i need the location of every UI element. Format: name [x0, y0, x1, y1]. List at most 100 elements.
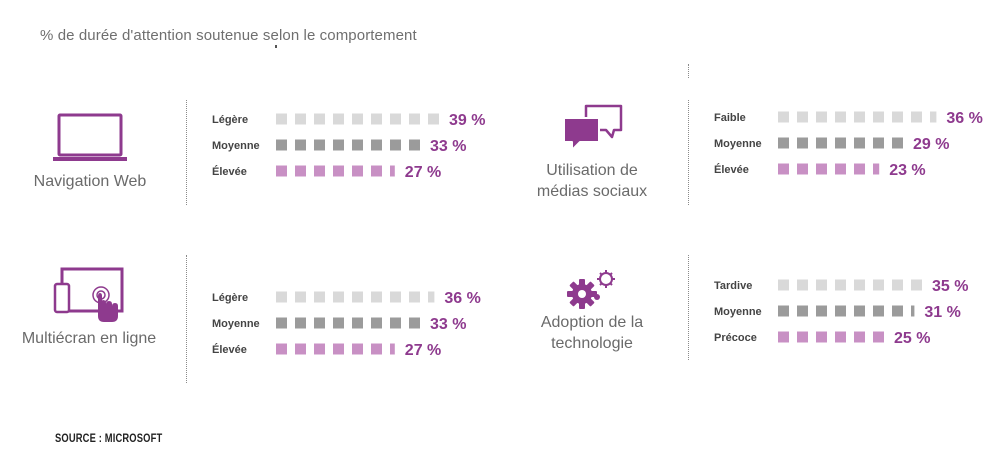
chart-title: % de durée d'attention soutenue selon le…	[40, 27, 417, 44]
divider-multiscreen	[186, 255, 187, 383]
bar-segment	[295, 343, 306, 355]
bar-segment	[371, 113, 382, 125]
bar-segment	[816, 305, 827, 317]
data-label: 33 %	[430, 316, 466, 333]
bar-segment	[778, 331, 789, 343]
panel-label-technology-adoption-line2: technologie	[551, 335, 633, 352]
bar-segment	[371, 139, 382, 151]
divider-adoption	[688, 255, 689, 360]
data-label: 25 %	[894, 330, 930, 347]
bar-segment	[390, 317, 401, 329]
bar-segment	[892, 111, 903, 123]
chat-bubbles-icon	[562, 104, 624, 152]
bar-segment	[778, 305, 789, 317]
bar-segment	[778, 163, 789, 175]
category-label: Tardive	[714, 280, 752, 292]
panel-label-social-media-line1: Utilisation de	[546, 162, 638, 179]
data-label: 39 %	[449, 112, 485, 129]
data-label: 27 %	[405, 342, 441, 359]
bar-segment	[352, 343, 363, 355]
panel-label-multiscreen: Multiécran en ligne	[21, 330, 157, 347]
bar-segment	[409, 317, 420, 329]
bar-segment	[314, 317, 325, 329]
bar-segment	[352, 113, 363, 125]
bar-segment	[854, 163, 865, 175]
bar-segment	[352, 317, 363, 329]
bar-segment	[371, 317, 382, 329]
bar-segment	[892, 137, 903, 149]
category-label: Moyenne	[714, 306, 762, 318]
bar-segment	[873, 331, 884, 343]
bar-segment	[390, 165, 395, 177]
bar-segment	[816, 137, 827, 149]
bar-segment	[892, 305, 903, 317]
category-label: Légère	[212, 114, 248, 126]
category-label: Moyenne	[212, 140, 260, 152]
bar-segment	[873, 163, 880, 175]
panel-label-technology-adoption: Adoption de la technologie	[512, 312, 672, 354]
bar-segment	[295, 165, 306, 177]
bar-segment	[314, 165, 325, 177]
bar-segment	[854, 279, 865, 291]
bar-segment	[873, 279, 884, 291]
bar-segment	[276, 343, 287, 355]
bar-segment	[911, 279, 922, 291]
category-label: Légère	[212, 292, 248, 304]
bar-segment	[428, 113, 439, 125]
category-label: Moyenne	[714, 138, 762, 150]
bar-segment	[276, 165, 287, 177]
bar-segment	[371, 165, 382, 177]
bar-segment	[835, 111, 846, 123]
bar-segment	[295, 291, 306, 303]
gears-icon	[565, 268, 617, 310]
bar-segment	[778, 279, 789, 291]
bar-segment	[854, 137, 865, 149]
bar-segment	[854, 111, 865, 123]
bar-segment	[390, 291, 401, 303]
bar-segment	[816, 163, 827, 175]
category-label: Élevée	[212, 165, 247, 178]
bar-segment	[409, 291, 420, 303]
bar-segment	[371, 291, 382, 303]
data-label: 36 %	[946, 110, 982, 127]
category-label: Élevée	[714, 163, 749, 176]
title-tick-mark	[275, 45, 277, 48]
bar-segment	[276, 317, 287, 329]
source-credit: SOURCE : MICROSOFT	[55, 431, 163, 445]
panel-label-navigation-web: Navigation Web	[33, 173, 147, 190]
bar-segment	[428, 291, 435, 303]
bar-segment	[409, 113, 420, 125]
bar-segment	[816, 331, 827, 343]
bar-segment	[276, 113, 287, 125]
bar-segment	[835, 279, 846, 291]
bar-segment	[873, 305, 884, 317]
divider-social-top	[688, 64, 689, 78]
bar-segment	[816, 279, 827, 291]
bar-segment	[778, 111, 789, 123]
bar-segment	[816, 111, 827, 123]
data-label: 33 %	[430, 138, 466, 155]
bar-segment	[371, 343, 382, 355]
bar-segment	[352, 291, 363, 303]
category-label: Précoce	[714, 332, 757, 344]
bar-segment	[333, 317, 344, 329]
panel-label-social-media-line2: médias sociaux	[536, 183, 648, 200]
bar-segment	[854, 305, 865, 317]
bar-segment	[314, 113, 325, 125]
bar-segment	[873, 111, 884, 123]
bar-segment	[314, 139, 325, 151]
bar-segment	[352, 165, 363, 177]
bar-segment	[409, 139, 420, 151]
bar-segment	[276, 291, 287, 303]
bar-segment	[390, 139, 401, 151]
bar-segment	[797, 137, 808, 149]
bar-segment	[314, 343, 325, 355]
bar-segment	[352, 139, 363, 151]
panel-label-social-media: Utilisation de médias sociaux	[512, 160, 672, 202]
category-label: Faible	[714, 112, 746, 124]
divider-nav-web	[186, 100, 187, 205]
panel-label-technology-adoption-line1: Adoption de la	[540, 314, 644, 331]
bar-segment	[797, 305, 808, 317]
bar-segment	[314, 291, 325, 303]
